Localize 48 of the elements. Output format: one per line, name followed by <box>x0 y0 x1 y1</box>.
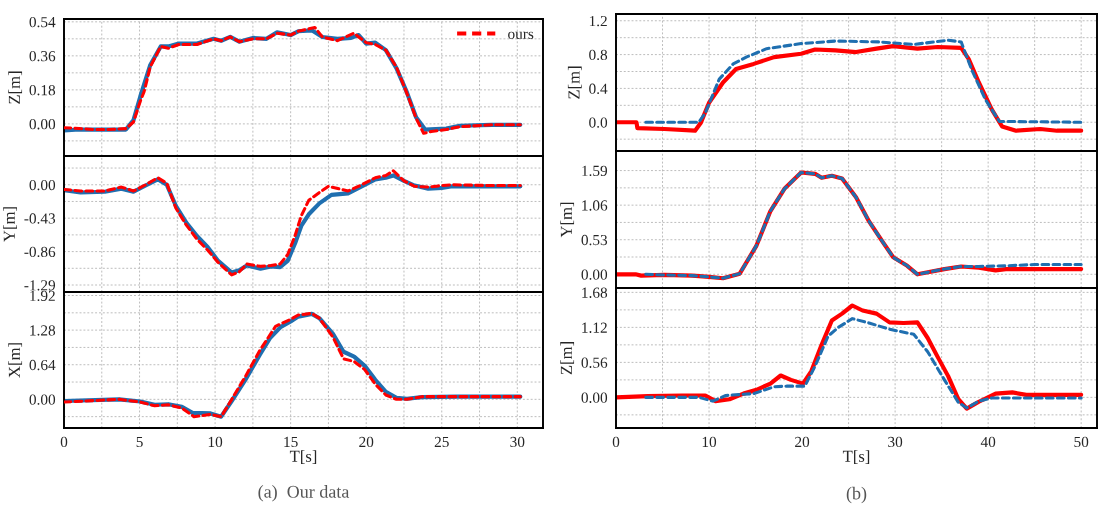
y-axis-title: Z[m] <box>560 342 575 375</box>
y-axis-title: Z[m] <box>8 71 23 104</box>
y-tick-label: -0.43 <box>24 213 56 224</box>
y-tick-label: 0.00 <box>29 179 56 191</box>
x-tick-label: 20 <box>359 436 374 448</box>
y-tick-label: 1.12 <box>582 322 607 333</box>
x-tick-label: 15 <box>284 436 298 448</box>
text: (b) <box>846 486 867 504</box>
x-tick-label: 10 <box>208 436 223 448</box>
y-tick-label: 0.00 <box>29 394 56 405</box>
x-tick-label: 30 <box>888 436 903 448</box>
y-tick-label: 1.06 <box>582 200 608 211</box>
y-axis-title: Z[m] <box>567 66 582 99</box>
x-tick-label: 30 <box>510 436 525 448</box>
y-tick-label: 0.18 <box>29 85 56 96</box>
y-tick-label: 0.00 <box>29 119 56 130</box>
y-tick-label: 1.92 <box>30 290 55 302</box>
y-tick-label: -0.86 <box>24 246 56 258</box>
x-tick-label: 25 <box>434 436 449 448</box>
x-axis-title: T[s] <box>842 450 870 464</box>
x-tick-label: 5 <box>136 436 143 448</box>
y-tick-label: 1.59 <box>582 165 608 177</box>
y-tick-label: 1.68 <box>582 287 608 298</box>
text: (a) Our data <box>258 485 350 502</box>
legend-label: ours <box>508 31 534 40</box>
y-tick-label: 0.56 <box>581 357 608 368</box>
x-axis-title: T[s] <box>289 450 317 464</box>
y-tick-label: 1.28 <box>30 325 56 336</box>
y-tick-label: 0.00 <box>581 392 608 403</box>
x-tick-label: 40 <box>980 436 996 448</box>
y-tick-label: 0.8 <box>589 49 608 61</box>
x-tick-label: 0 <box>612 436 620 448</box>
x-tick-label: 0 <box>60 436 68 448</box>
y-axis-title: Y[m] <box>3 207 17 242</box>
y-tick-label: 0.00 <box>581 269 608 280</box>
x-tick-label: 10 <box>702 436 717 448</box>
y-tick-label: 0.53 <box>581 234 608 246</box>
y-axis-title: X[m] <box>8 343 23 378</box>
y-tick-label: 0.36 <box>29 50 56 62</box>
y-tick-label: 0.54 <box>29 16 56 28</box>
y-tick-label: -1.29 <box>24 280 56 291</box>
y-axis-title: Y[m] <box>560 202 575 238</box>
x-tick-label: 50 <box>1074 436 1089 448</box>
y-tick-label: 1.2 <box>589 15 607 27</box>
x-tick-label: 20 <box>795 436 810 448</box>
y-tick-label: 0.64 <box>29 359 56 371</box>
y-tick-label: 0.4 <box>589 83 608 94</box>
y-tick-label: 0.0 <box>589 117 608 128</box>
